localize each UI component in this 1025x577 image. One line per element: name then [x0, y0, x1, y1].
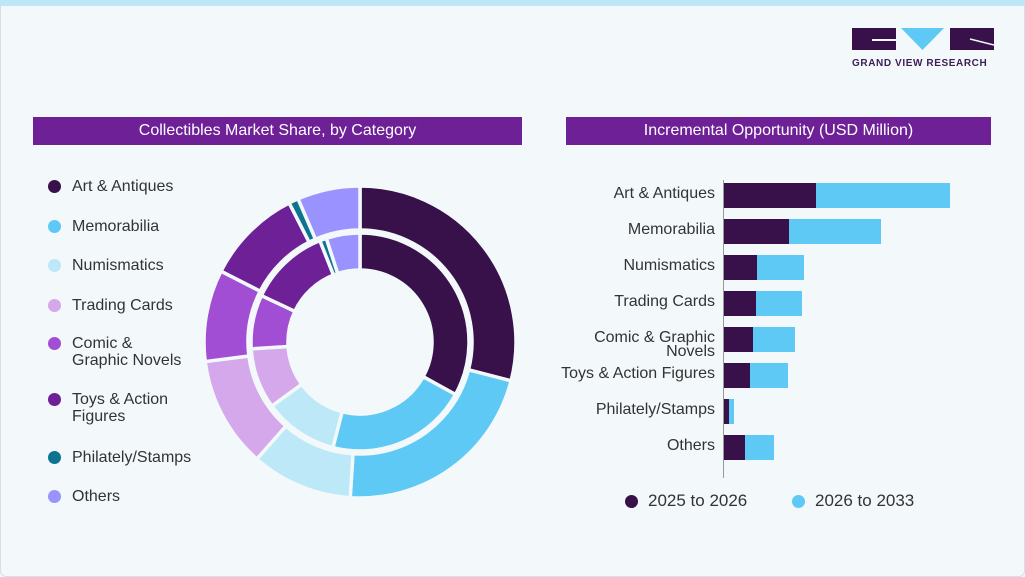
- top-accent-line: [0, 0, 1025, 6]
- legend-swatch: [48, 180, 61, 193]
- outer-slice-others: [295, 184, 362, 242]
- bar-category-label: Numismatics: [623, 257, 715, 274]
- legend-swatch: [48, 490, 61, 503]
- legend-swatch: [48, 299, 61, 312]
- bar-category-label: Others: [666, 437, 715, 454]
- bar-segment-2026-2033: [816, 183, 950, 208]
- legend-swatch: [48, 451, 61, 464]
- legend-label: Others: [72, 488, 121, 505]
- legend-label: Philately/Stamps: [72, 449, 192, 466]
- bar-segment-2026-2033: [729, 399, 734, 424]
- bar-segment-2025-2026: [724, 399, 729, 424]
- bar-title: Incremental Opportunity (USD Million): [566, 117, 991, 145]
- legend-item: Trading Cards: [48, 297, 202, 314]
- legend-label: Toys & Action Figures: [72, 391, 169, 425]
- legend-item: Memorabilia: [48, 218, 202, 235]
- bar-axis: [723, 180, 724, 478]
- inner-slice-others: [324, 231, 362, 276]
- legend-item: Art & Antiques: [48, 178, 202, 195]
- legend-swatch: [48, 337, 61, 350]
- bar-segment-2026-2033: [753, 327, 795, 352]
- bar-category-label: Memorabilia: [627, 221, 715, 238]
- bar-segment-2026-2033: [789, 219, 881, 244]
- bar-segment-2025-2026: [724, 255, 757, 280]
- legend-item: Toys & Action Figures: [48, 391, 187, 425]
- bar-segment-2025-2026: [724, 183, 816, 208]
- legend-item-2026-2033: 2026 to 2033: [792, 491, 914, 511]
- bar-segment-2025-2026: [724, 363, 750, 388]
- legend-swatch: [48, 259, 61, 272]
- legend-swatch: [48, 393, 61, 406]
- legend-label: Trading Cards: [72, 297, 173, 314]
- legend-swatch: [792, 494, 805, 508]
- bar-category-label: Art & Antiques: [613, 185, 715, 202]
- legend-label: 2026 to 2033: [815, 491, 915, 510]
- legend-item: Others: [48, 488, 202, 505]
- bar-category-label: Trading Cards: [614, 293, 715, 310]
- legend-swatch: [625, 494, 638, 508]
- legend-item-2025-2026: 2025 to 2026: [625, 491, 747, 511]
- bar-segment-2025-2026: [724, 291, 756, 316]
- legend-label: Memorabilia: [72, 218, 160, 235]
- legend-label: Art & Antiques: [72, 178, 174, 195]
- legend-label: 2025 to 2026: [648, 491, 748, 510]
- bar-segment-2025-2026: [724, 327, 753, 352]
- bar-segment-2026-2033: [745, 435, 774, 460]
- bar-segment-2026-2033: [750, 363, 788, 388]
- brand-logo: [852, 28, 994, 50]
- legend-swatch: [48, 220, 61, 233]
- bar-segment-2025-2026: [724, 435, 745, 460]
- bar-category-label: Comic & Graphic Novels: [594, 329, 715, 360]
- legend-item: Numismatics: [48, 257, 202, 274]
- legend-item: Comic & Graphic Novels: [48, 335, 187, 369]
- donut-title: Collectibles Market Share, by Category: [33, 117, 522, 145]
- bar-segment-2026-2033: [757, 255, 804, 280]
- brand-name: GRAND VIEW RESEARCH: [852, 58, 988, 69]
- bar-segment-2026-2033: [756, 291, 802, 316]
- legend-item: Philately/Stamps: [48, 449, 202, 466]
- legend-label: Numismatics: [72, 257, 164, 274]
- bar-category-label: Toys & Action Figures: [561, 365, 715, 382]
- legend-label: Comic & Graphic Novels: [72, 335, 182, 369]
- bar-segment-2025-2026: [724, 219, 789, 244]
- bar-category-label: Philately/Stamps: [595, 401, 715, 418]
